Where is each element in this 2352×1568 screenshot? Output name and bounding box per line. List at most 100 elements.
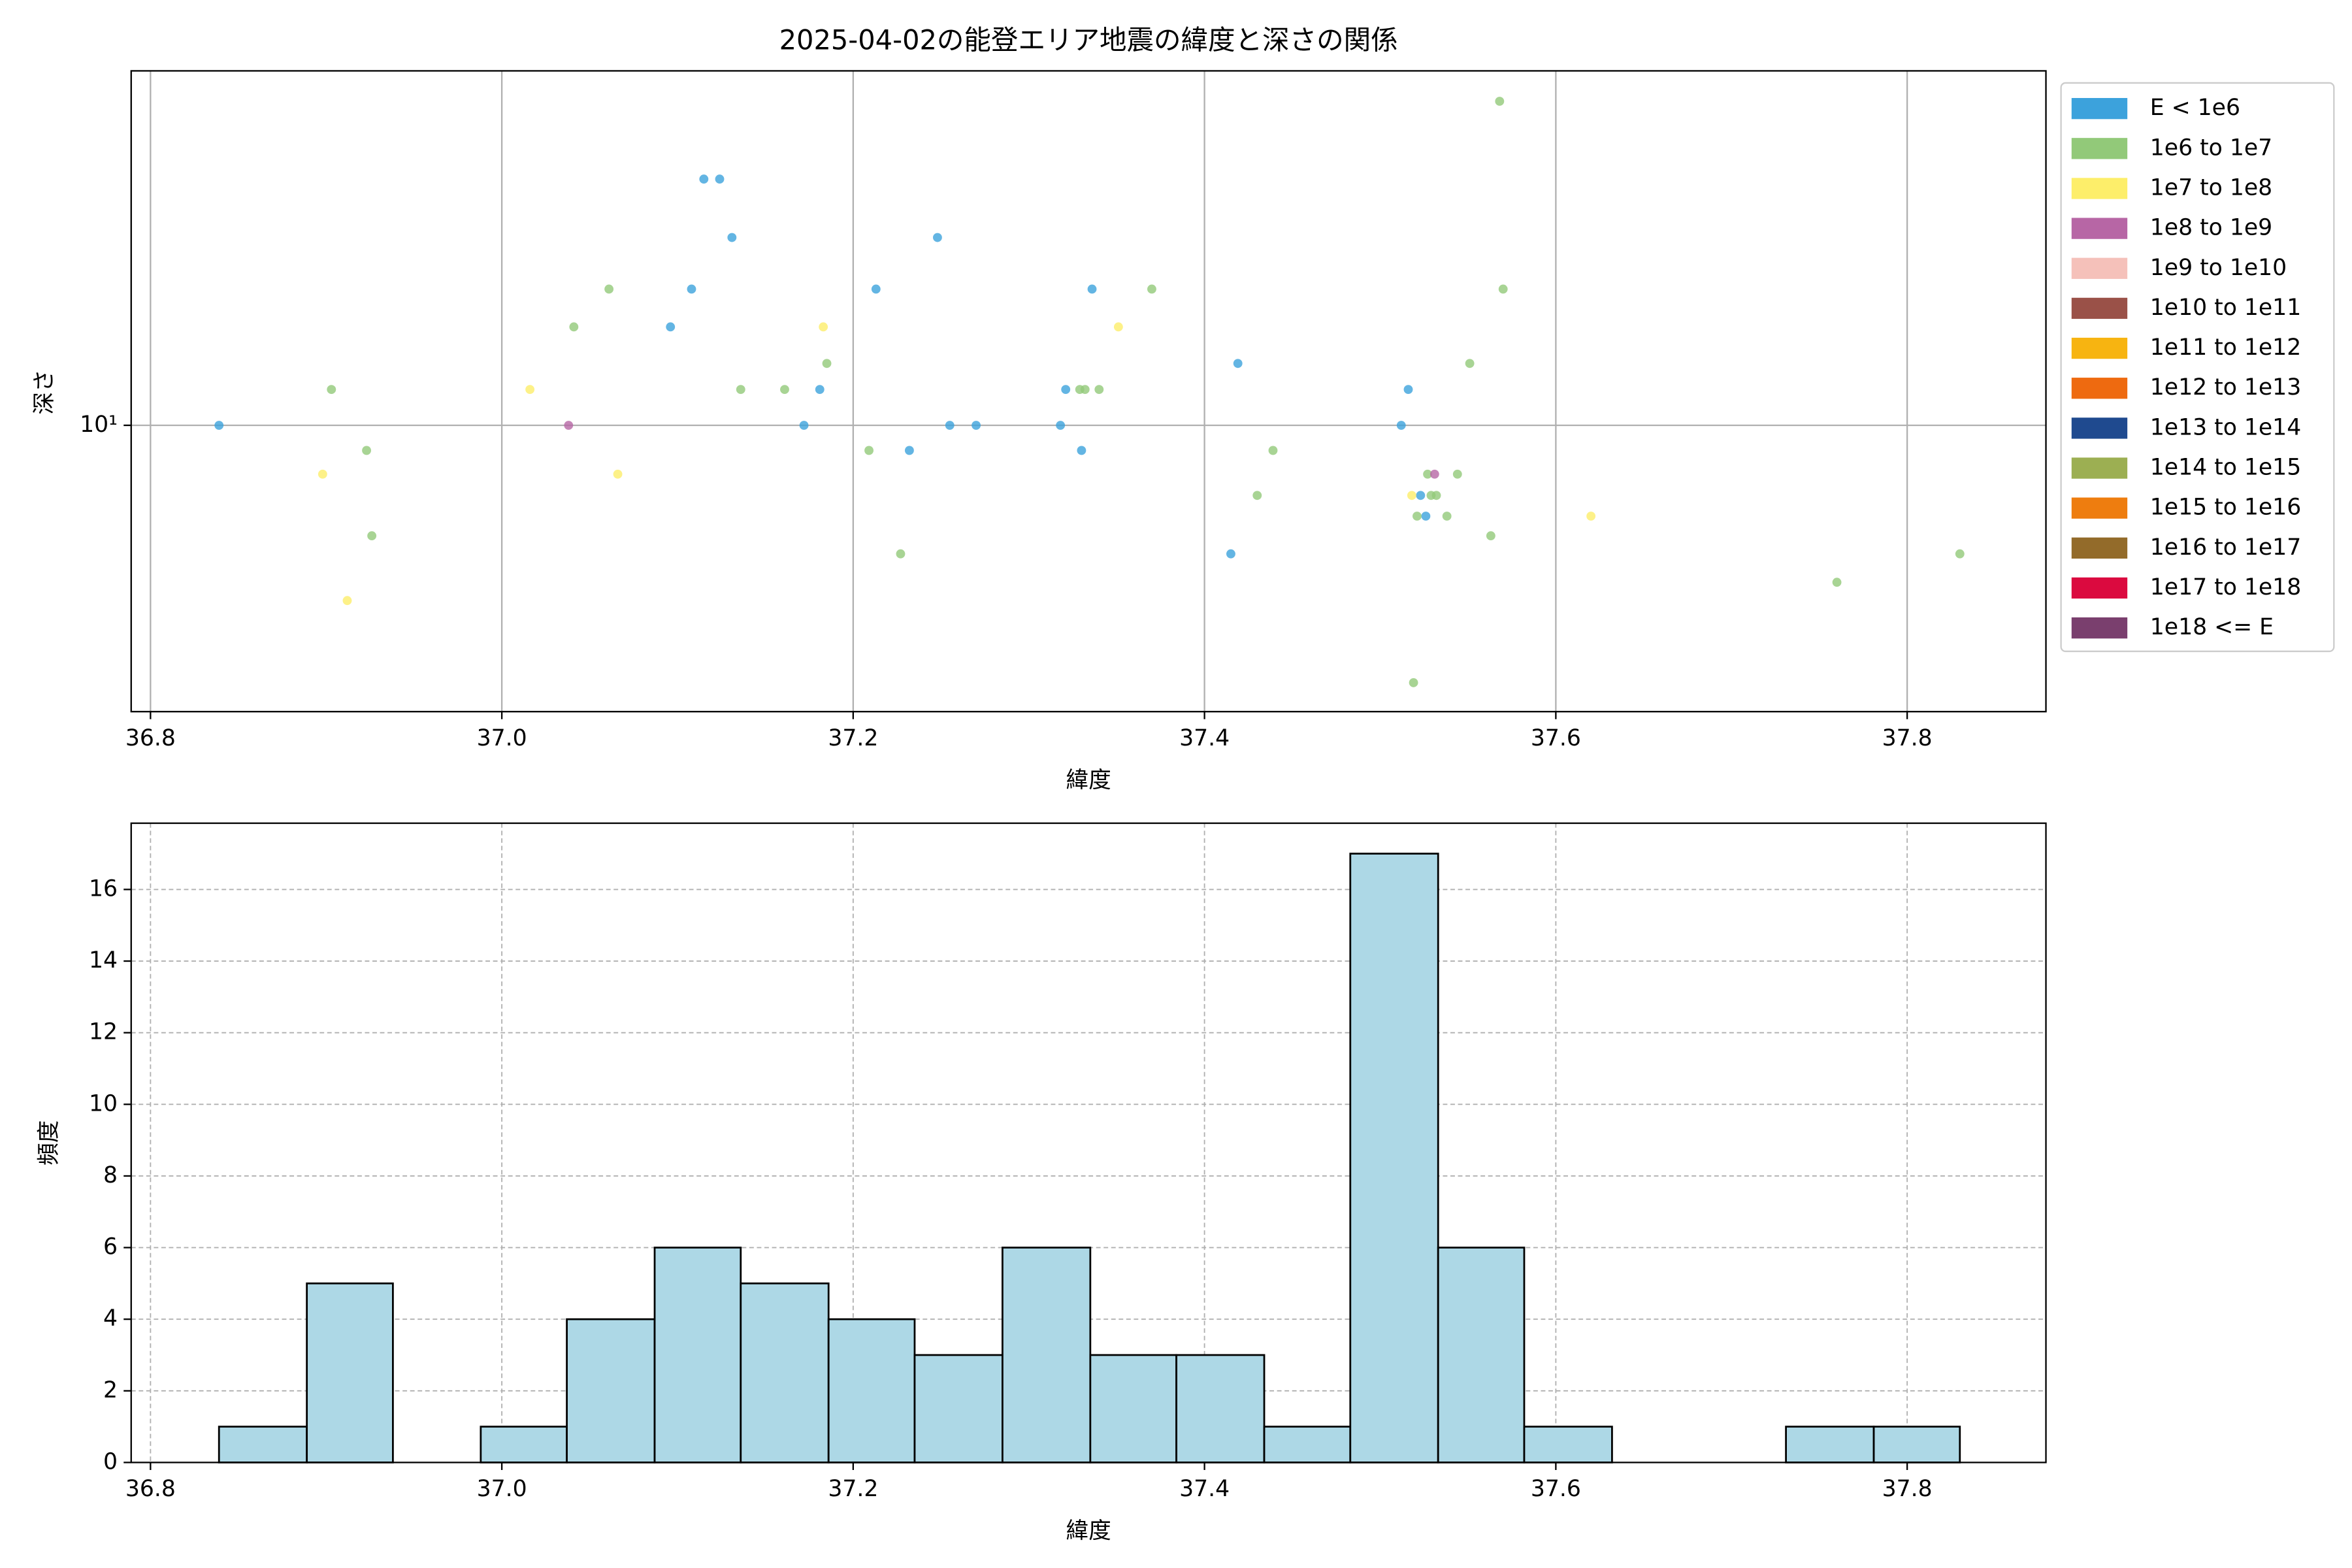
point [569,322,579,332]
x-tick-label: 37.4 [1179,725,1230,751]
point [525,385,535,395]
point [604,284,614,294]
point [736,385,745,395]
point [1252,491,1262,500]
point [945,421,955,430]
point [715,174,725,184]
point [1077,446,1086,455]
point [932,233,942,242]
legend-label: 1e18 <= E [2150,614,2274,640]
bar [480,1426,568,1463]
point [1416,491,1426,500]
point [1832,578,1842,587]
point [815,385,825,395]
legend-swatch [2071,577,2128,599]
legend-label: 1e9 to 1e10 [2150,255,2287,281]
legend-swatch [2071,178,2128,199]
legend-label: 1e7 to 1e8 [2150,174,2272,201]
legend-swatch [2071,98,2128,120]
y-tick-label: 2 [103,1377,118,1403]
y-tick-label: 10 [89,1090,118,1117]
point [342,596,352,606]
point [1431,491,1441,500]
point [1586,512,1596,521]
point [780,385,789,395]
bar [1263,1426,1352,1463]
legend-label: 1e12 to 1e13 [2150,374,2301,400]
point [1442,512,1452,521]
point [214,421,224,430]
bar [218,1426,308,1463]
legend-swatch [2071,297,2128,319]
point [972,421,981,430]
point [367,531,377,541]
point [666,322,676,332]
point [1495,97,1505,106]
bar [653,1247,742,1463]
point [1421,512,1431,521]
x-axis-label: 緯度 [1066,767,1111,793]
point [1429,469,1439,479]
bar [1785,1426,1875,1463]
legend-swatch [2071,417,2128,439]
point [904,446,914,455]
legend-label: 1e6 to 1e7 [2150,135,2272,161]
legend-box [2060,82,2335,653]
legend-label: 1e10 to 1e11 [2150,295,2301,321]
x-tick-label: 37.0 [477,1476,527,1502]
x-tick-label: 37.0 [477,725,527,751]
point [1147,284,1156,294]
point [1407,491,1416,500]
point [1409,678,1418,687]
x-axis-label: 緯度 [1066,1518,1111,1544]
y-axis-label: 深さ [31,369,57,414]
point [1498,284,1508,294]
x-tick-label: 37.8 [1882,1476,1933,1502]
point [864,446,874,455]
y-tick-label: 16 [89,875,118,902]
x-tick-label: 36.8 [125,1476,176,1502]
x-tick-label: 37.2 [828,725,878,751]
x-tick-label: 37.2 [828,1476,878,1502]
point [1233,359,1243,368]
point [896,549,906,559]
legend-swatch [2071,457,2128,479]
bar [1349,853,1439,1463]
point [822,359,832,368]
point [362,446,371,455]
point [1955,549,1965,559]
plot-frame [130,822,2047,1463]
legend-label: E < 1e6 [2150,95,2240,121]
bar [1523,1426,1613,1463]
bar [1437,1247,1526,1463]
legend-label: 1e8 to 1e9 [2150,215,2272,241]
legend-swatch [2071,337,2128,359]
legend-swatch [2071,497,2128,519]
bar [566,1318,656,1463]
legend-label: 1e17 to 1e18 [2150,574,2301,600]
point [613,469,623,479]
point [1396,421,1406,430]
y-tick-label: 4 [103,1305,118,1331]
point [1403,385,1413,395]
x-tick-label: 37.8 [1882,725,1933,751]
legend-swatch [2071,218,2128,239]
y-tick-label: 12 [89,1019,118,1045]
y-tick-label: 0 [103,1448,118,1475]
legend-swatch [2071,617,2128,639]
point [1080,385,1090,395]
x-tick-label: 37.6 [1531,725,1581,751]
point [1087,284,1097,294]
point [1113,322,1123,332]
point [819,322,828,332]
x-tick-label: 37.6 [1531,1476,1581,1502]
point [871,284,881,294]
legend-label: 1e11 to 1e12 [2150,335,2301,361]
legend-label: 1e16 to 1e17 [2150,534,2301,561]
point [327,385,336,395]
point [1268,446,1278,455]
point [1226,549,1235,559]
legend-swatch [2071,257,2128,279]
point [1423,469,1433,479]
